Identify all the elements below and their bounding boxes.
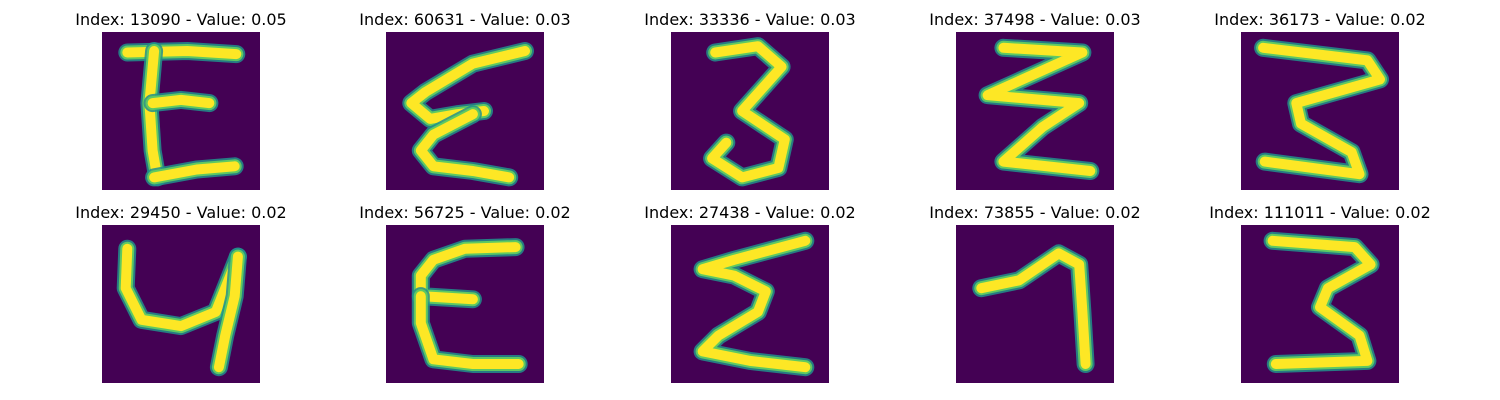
grid-cell: Index: 60631 - Value: 0.03 bbox=[320, 10, 610, 190]
glyph-image bbox=[1241, 32, 1399, 190]
glyph-stroke bbox=[707, 41, 790, 183]
glyph-image bbox=[102, 225, 260, 383]
glyph-image bbox=[671, 225, 829, 383]
grid-cell: Index: 33336 - Value: 0.03 bbox=[605, 10, 895, 190]
glyph-canvas bbox=[1241, 225, 1399, 383]
glyph-stroke bbox=[144, 46, 163, 183]
grid-cell: Index: 73855 - Value: 0.02 bbox=[890, 203, 1180, 383]
glyph-stroke bbox=[1267, 235, 1376, 369]
glyph-canvas bbox=[956, 32, 1114, 190]
cell-title: Index: 37498 - Value: 0.03 bbox=[929, 10, 1141, 29]
glyph-image bbox=[102, 32, 260, 190]
glyph-stroke bbox=[415, 291, 524, 369]
cell-title: Index: 60631 - Value: 0.03 bbox=[359, 10, 571, 29]
glyph-stroke bbox=[982, 42, 1096, 176]
glyph-canvas bbox=[671, 32, 829, 190]
glyph-canvas bbox=[386, 225, 544, 383]
cell-title: Index: 111011 - Value: 0.02 bbox=[1209, 203, 1431, 222]
glyph-canvas bbox=[956, 225, 1114, 383]
grid-cell: Index: 13090 - Value: 0.05 bbox=[36, 10, 326, 190]
glyph-image bbox=[1241, 225, 1399, 383]
glyph-image bbox=[956, 32, 1114, 190]
glyph-stroke bbox=[1258, 42, 1385, 180]
glyph-stroke bbox=[976, 248, 1091, 369]
cell-title: Index: 56725 - Value: 0.02 bbox=[359, 203, 571, 222]
glyph-stroke bbox=[415, 109, 515, 183]
glyph-stroke bbox=[147, 94, 215, 109]
glyph-image bbox=[386, 225, 544, 383]
cell-title: Index: 13090 - Value: 0.05 bbox=[75, 10, 287, 29]
glyph-stroke bbox=[149, 161, 240, 183]
grid-cell: Index: 56725 - Value: 0.02 bbox=[320, 203, 610, 383]
glyph-stroke bbox=[213, 251, 243, 373]
glyph-canvas bbox=[102, 225, 260, 383]
cell-title: Index: 29450 - Value: 0.02 bbox=[75, 203, 287, 222]
glyph-canvas bbox=[671, 225, 829, 383]
cell-title: Index: 36173 - Value: 0.02 bbox=[1214, 10, 1426, 29]
glyph-canvas bbox=[386, 32, 544, 190]
glyph-stroke bbox=[122, 46, 242, 60]
glyph-image bbox=[671, 32, 829, 190]
cell-title: Index: 33336 - Value: 0.03 bbox=[644, 10, 856, 29]
grid-cell: Index: 111011 - Value: 0.02 bbox=[1175, 203, 1465, 383]
grid-cell: Index: 27438 - Value: 0.02 bbox=[605, 203, 895, 383]
glyph-canvas bbox=[102, 32, 260, 190]
cell-title: Index: 27438 - Value: 0.02 bbox=[644, 203, 856, 222]
grid-cell: Index: 29450 - Value: 0.02 bbox=[36, 203, 326, 383]
cell-title: Index: 73855 - Value: 0.02 bbox=[929, 203, 1141, 222]
glyph-image bbox=[386, 32, 544, 190]
grid-cell: Index: 37498 - Value: 0.03 bbox=[890, 10, 1180, 190]
glyph-canvas bbox=[1241, 32, 1399, 190]
glyph-stroke bbox=[697, 235, 811, 373]
glyph-image bbox=[956, 225, 1114, 383]
grid-cell: Index: 36173 - Value: 0.02 bbox=[1175, 10, 1465, 190]
